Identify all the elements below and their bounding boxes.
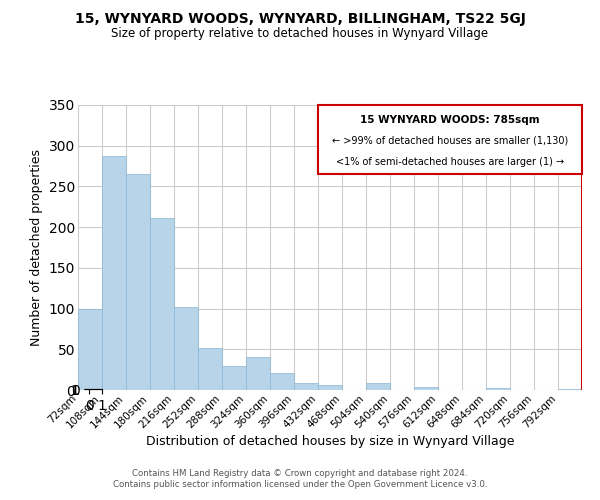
Text: <1% of semi-detached houses are larger (1) →: <1% of semi-detached houses are larger (… bbox=[336, 157, 564, 167]
Bar bbox=[414, 386, 438, 390]
Bar bbox=[150, 218, 174, 390]
Text: Size of property relative to detached houses in Wynyard Village: Size of property relative to detached ho… bbox=[112, 28, 488, 40]
Bar bbox=[366, 384, 390, 390]
Text: Contains HM Land Registry data © Crown copyright and database right 2024.: Contains HM Land Registry data © Crown c… bbox=[132, 468, 468, 477]
Text: ← >99% of detached houses are smaller (1,130): ← >99% of detached houses are smaller (1… bbox=[332, 136, 568, 146]
Bar bbox=[486, 388, 510, 390]
Text: Contains public sector information licensed under the Open Government Licence v3: Contains public sector information licen… bbox=[113, 480, 487, 489]
Bar bbox=[222, 366, 246, 390]
Y-axis label: Number of detached properties: Number of detached properties bbox=[30, 149, 43, 346]
Bar bbox=[318, 385, 342, 390]
X-axis label: Distribution of detached houses by size in Wynyard Village: Distribution of detached houses by size … bbox=[146, 435, 514, 448]
Text: 15 WYNYARD WOODS: 785sqm: 15 WYNYARD WOODS: 785sqm bbox=[360, 115, 540, 125]
Bar bbox=[294, 382, 318, 390]
Bar bbox=[174, 307, 198, 390]
Bar bbox=[198, 348, 222, 390]
Bar bbox=[246, 356, 270, 390]
Bar bbox=[558, 389, 582, 390]
Bar bbox=[270, 373, 294, 390]
Bar bbox=[102, 156, 126, 390]
Bar bbox=[126, 174, 150, 390]
Text: 15, WYNYARD WOODS, WYNYARD, BILLINGHAM, TS22 5GJ: 15, WYNYARD WOODS, WYNYARD, BILLINGHAM, … bbox=[74, 12, 526, 26]
FancyBboxPatch shape bbox=[318, 105, 582, 174]
Bar bbox=[78, 310, 102, 390]
